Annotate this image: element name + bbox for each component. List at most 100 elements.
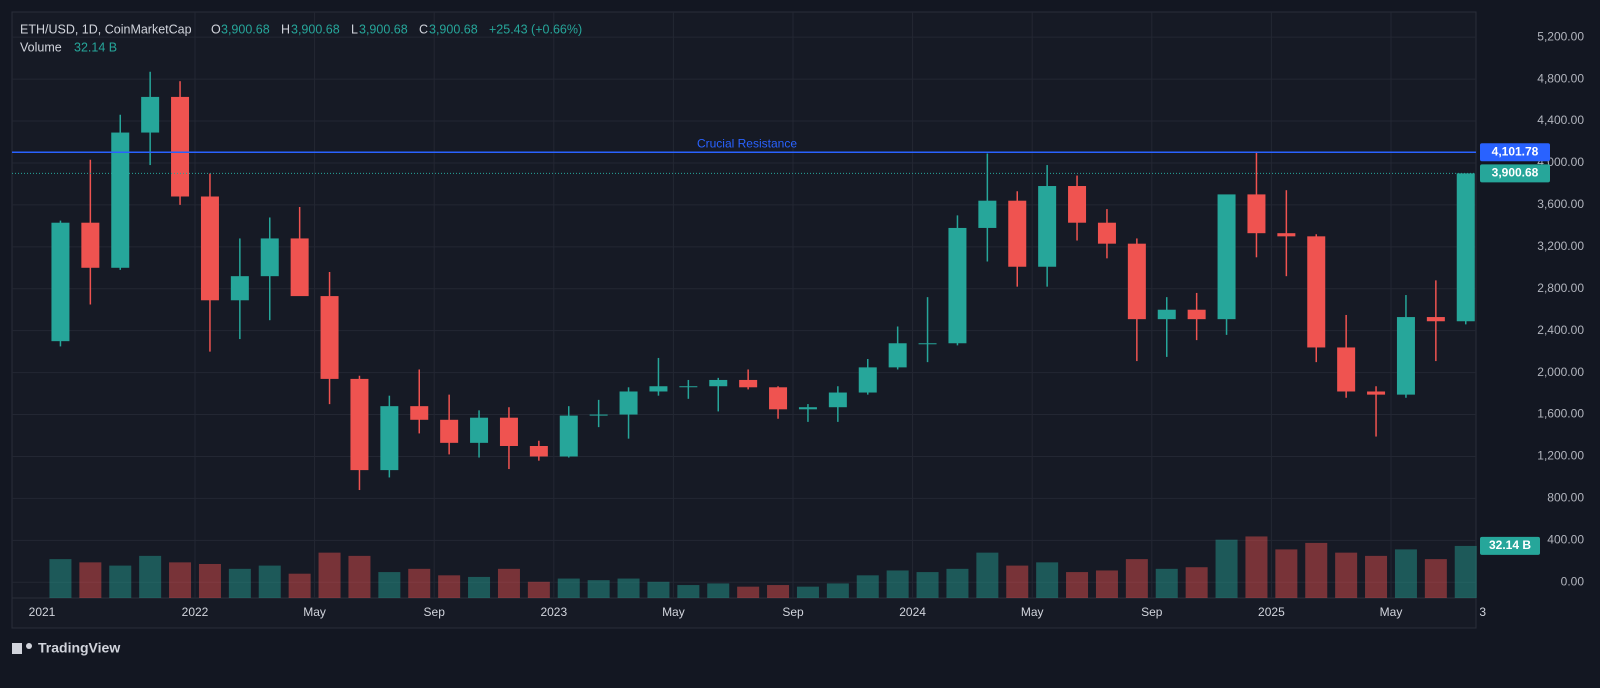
- volume-bar: [707, 583, 730, 598]
- candle-body: [410, 406, 429, 420]
- volume-bar: [198, 563, 221, 598]
- high-value: 3,900.68: [291, 22, 340, 36]
- volume-bar: [1365, 555, 1388, 598]
- brand-name[interactable]: TradingView: [38, 640, 120, 656]
- last-price-tag: [1480, 164, 1550, 183]
- x-tick-label: May: [303, 605, 326, 619]
- candle-body: [141, 96, 160, 133]
- resistance-tag: [1480, 143, 1550, 162]
- last-price-tag-label: 3,900.68: [1492, 166, 1539, 180]
- volume-bar: [916, 572, 939, 598]
- candle-body: [1307, 236, 1326, 348]
- y-tick-label: 2,400.00: [1537, 323, 1584, 337]
- plot-frame: [11, 11, 1477, 629]
- volume-bar: [767, 585, 790, 598]
- y-tick-label: 4,800.00: [1537, 71, 1584, 85]
- low-value: 3,900.68: [359, 22, 408, 36]
- candle-body: [470, 417, 489, 443]
- volume-bar: [49, 559, 72, 598]
- candle-body: [649, 386, 668, 392]
- volume-bar: [557, 578, 580, 598]
- candle-body: [679, 386, 698, 388]
- candle-body: [739, 379, 758, 388]
- y-tick-label: 1,200.00: [1537, 449, 1584, 463]
- volume-bar: [617, 578, 640, 598]
- candle-body: [260, 238, 279, 277]
- x-tick-label: 2024: [899, 605, 926, 619]
- candle-body: [1097, 222, 1116, 244]
- y-tick-label: 3,200.00: [1537, 239, 1584, 253]
- candle-body: [978, 200, 997, 228]
- x-tick-label: Sep: [424, 605, 446, 619]
- volume-bar: [976, 552, 999, 598]
- volume-bar: [946, 568, 969, 598]
- candle-body: [709, 379, 728, 387]
- volume-bar: [139, 555, 162, 598]
- candle-body: [1217, 194, 1236, 320]
- open-value: 3,900.68: [221, 22, 270, 36]
- volume-bar: [378, 572, 401, 598]
- candle-body: [589, 414, 608, 416]
- volume-bar: [856, 575, 879, 598]
- volume-value: 32.14 B: [74, 40, 117, 54]
- volume-bar: [1066, 572, 1089, 598]
- x-tick-label: May: [662, 605, 685, 619]
- candle-body: [1247, 194, 1266, 234]
- resistance-tag-label: 4,101.78: [1492, 144, 1539, 158]
- y-tick-label: 2,800.00: [1537, 281, 1584, 295]
- brand-logo: [12, 643, 22, 654]
- candle-layer: [51, 71, 1475, 491]
- x-tick-label: 2021: [29, 605, 56, 619]
- candle-body: [828, 392, 847, 408]
- candle-body: [111, 132, 130, 268]
- volume-bar: [1275, 549, 1298, 598]
- candle-body: [380, 406, 399, 471]
- volume-bar: [1036, 562, 1059, 598]
- volume-bar: [438, 575, 461, 598]
- symbol: ETH/USD, 1D, CoinMarketCap: [20, 22, 192, 36]
- candle-body: [888, 343, 907, 368]
- candle-body: [1068, 186, 1087, 223]
- volume-bar: [527, 581, 550, 598]
- y-tick-label: 400.00: [1547, 533, 1584, 547]
- volume-bar: [288, 573, 311, 598]
- y-tick-label: 0.00: [1561, 574, 1585, 588]
- volume-bar: [258, 565, 281, 598]
- l-label: L: [351, 22, 358, 36]
- candle-body: [948, 227, 967, 344]
- candle-body: [1456, 173, 1475, 322]
- volume-bar: [468, 576, 491, 598]
- candle-body: [1277, 233, 1296, 237]
- brand-logo-dot: [26, 643, 32, 649]
- candle-body: [1367, 391, 1386, 395]
- y-tick-label: 2,000.00: [1537, 365, 1584, 379]
- volume-label: Volume: [20, 40, 62, 54]
- candle-body: [1157, 309, 1176, 320]
- volume-bar: [1095, 570, 1118, 598]
- candle-body: [440, 419, 459, 443]
- volume-bar: [497, 568, 520, 598]
- y-tick-label: 4,400.00: [1537, 113, 1584, 127]
- candle-body: [200, 196, 219, 301]
- x-tick-label: May: [1380, 605, 1403, 619]
- candle-body: [1396, 317, 1415, 395]
- y-tick-label: 800.00: [1547, 491, 1584, 505]
- volume-bar: [1155, 568, 1178, 598]
- candle-body: [1426, 317, 1445, 322]
- candle-body: [81, 222, 100, 268]
- volume-bar: [1394, 549, 1417, 598]
- candle-body: [1127, 243, 1146, 320]
- header: ETH/USD, 1D, CoinMarketCap O 3,900.68 H …: [20, 22, 582, 54]
- candle-body: [858, 367, 877, 393]
- candle-body: [290, 238, 309, 297]
- candle-body: [1187, 309, 1206, 320]
- candle-body: [320, 296, 339, 379]
- volume-bar: [169, 562, 192, 598]
- volume-bar: [318, 552, 341, 598]
- candle-body: [1008, 200, 1027, 267]
- y-tick-label: 1,600.00: [1537, 407, 1584, 421]
- x-tick-label: 2025: [1258, 605, 1285, 619]
- volume-bar: [1424, 559, 1447, 598]
- x-tick-label: Sep: [1141, 605, 1163, 619]
